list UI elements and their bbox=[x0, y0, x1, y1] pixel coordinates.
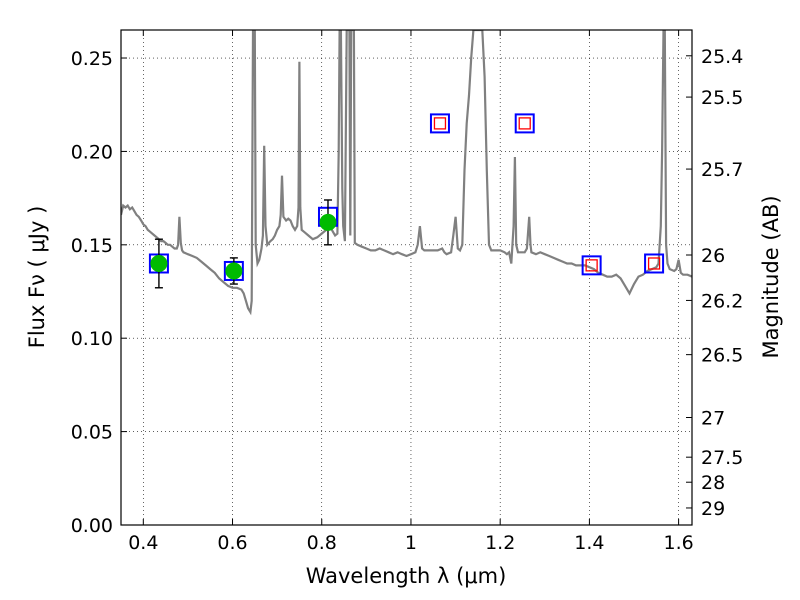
photometry-points bbox=[148, 113, 665, 289]
y2-tick-label: 25.7 bbox=[701, 159, 743, 181]
model-box-marker bbox=[514, 113, 535, 134]
upper-limit-marker bbox=[518, 117, 531, 130]
y-tick-label: 0.25 bbox=[71, 48, 113, 70]
y2-tick-label: 27.5 bbox=[701, 447, 743, 469]
y-axis-label: Flux Fν ( μJy ) bbox=[25, 206, 49, 349]
x-axis-label: Wavelength λ (μm) bbox=[306, 564, 507, 588]
axis-ticks: 0.4 0.6 0.8 1 1.2 1.4 1.6 0.00 0.05 0.10 0.15 0.20 0… bbox=[71, 30, 743, 554]
x-tick-label: 1.6 bbox=[664, 532, 694, 554]
x-tick-label: 0.6 bbox=[217, 532, 247, 554]
x-tick-label: 0.8 bbox=[307, 532, 337, 554]
model-box-marker bbox=[429, 113, 450, 134]
x-tick-label: 1.2 bbox=[485, 532, 515, 554]
y2-tick-label: 28 bbox=[701, 472, 725, 494]
y2-tick-label: 26.2 bbox=[701, 290, 743, 312]
y-tick-label: 0.15 bbox=[71, 235, 113, 257]
y-tick-label: 0.00 bbox=[71, 515, 113, 537]
y-tick-label: 0.20 bbox=[71, 141, 113, 163]
upper-limit-marker bbox=[585, 259, 598, 272]
y2-tick-label: 25.4 bbox=[701, 46, 743, 68]
plot-frame bbox=[120, 29, 693, 526]
y-tick-label: 0.05 bbox=[71, 422, 113, 444]
measured-flux-point bbox=[319, 213, 337, 231]
y2-axis-label: Magnitude (AB) bbox=[759, 195, 783, 358]
x-tick-label: 1.4 bbox=[574, 532, 604, 554]
y2-tick-label: 26.5 bbox=[701, 345, 743, 367]
model-box-marker bbox=[644, 253, 665, 274]
upper-limit-marker bbox=[647, 257, 661, 270]
model-box-marker bbox=[581, 255, 602, 276]
model-spectrum-series bbox=[121, 30, 692, 316]
grid-lines bbox=[121, 30, 692, 526]
y-tick-label: 0.10 bbox=[71, 328, 113, 350]
y2-tick-label: 26 bbox=[701, 245, 725, 267]
y2-tick-label: 29 bbox=[701, 498, 725, 520]
measured-flux-point bbox=[150, 254, 168, 272]
x-tick-label: 0.4 bbox=[128, 532, 158, 554]
x-tick-label: 1 bbox=[405, 532, 417, 554]
model-spectrum-line bbox=[121, 30, 692, 316]
upper-limit-marker bbox=[433, 117, 447, 130]
y2-tick-label: 25.5 bbox=[701, 87, 743, 109]
y2-tick-label: 27 bbox=[701, 408, 725, 430]
measured-flux-point bbox=[225, 262, 243, 280]
